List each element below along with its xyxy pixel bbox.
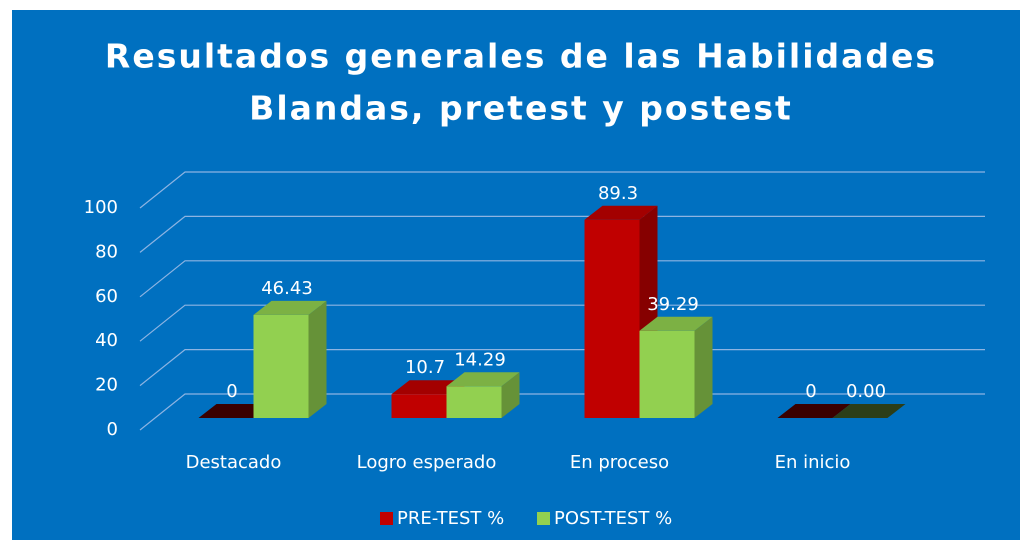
data-label: 46.43 (261, 278, 313, 299)
x-tick-label: En proceso (570, 452, 669, 473)
y-tick-label: 80 (95, 241, 118, 262)
bar-side (694, 316, 713, 418)
bar-top (391, 380, 465, 395)
grid-line (139, 304, 985, 342)
grid-line (139, 260, 985, 298)
bar-front (253, 314, 309, 418)
legend-swatch (380, 512, 393, 525)
legend-swatch (537, 512, 550, 525)
grid-line (139, 215, 985, 253)
bar-top (198, 404, 272, 418)
y-tick-label: 0 (107, 419, 118, 440)
chart-title: Resultados generales de las Habilidades (105, 37, 937, 76)
y-tick-label: 40 (95, 330, 118, 351)
bar (198, 404, 272, 418)
chart-background (12, 10, 1020, 540)
bar-front (391, 394, 447, 418)
data-label: 0 (226, 381, 237, 402)
bar-front (446, 386, 502, 418)
bar (639, 316, 713, 418)
bar (777, 404, 851, 418)
bar-top (777, 404, 851, 418)
x-tick-label: Logro esperado (357, 452, 497, 473)
bar-top (584, 205, 658, 220)
bar-front (584, 219, 640, 418)
y-tick-label: 60 (95, 286, 118, 307)
data-label: 10.7 (405, 357, 445, 378)
x-tick-label: Destacado (186, 452, 282, 473)
y-tick-label: 20 (95, 375, 118, 396)
bar-side (308, 300, 327, 418)
bar-front (639, 330, 695, 418)
bar-side (501, 372, 520, 418)
legend-label: PRE-TEST % (397, 508, 504, 529)
data-label: 0 (805, 381, 816, 402)
data-label: 89.3 (598, 183, 638, 204)
bar (832, 404, 906, 418)
bar (446, 372, 520, 418)
data-label: 0.00 (846, 381, 886, 402)
data-label: 39.29 (647, 294, 699, 315)
x-tick-label: En inicio (775, 452, 851, 473)
y-tick-label: 100 (84, 197, 118, 218)
chart-title: Blandas, pretest y postest (249, 89, 793, 128)
grid-line (139, 171, 985, 209)
bar-top (832, 404, 906, 418)
bar-top (253, 300, 327, 315)
bar-top (639, 316, 713, 331)
data-label: 14.29 (454, 349, 506, 370)
bar-top (446, 372, 520, 387)
grid-line (139, 393, 985, 431)
bar (253, 300, 327, 418)
grid-line (139, 349, 985, 387)
legend-label: POST-TEST % (554, 508, 672, 529)
